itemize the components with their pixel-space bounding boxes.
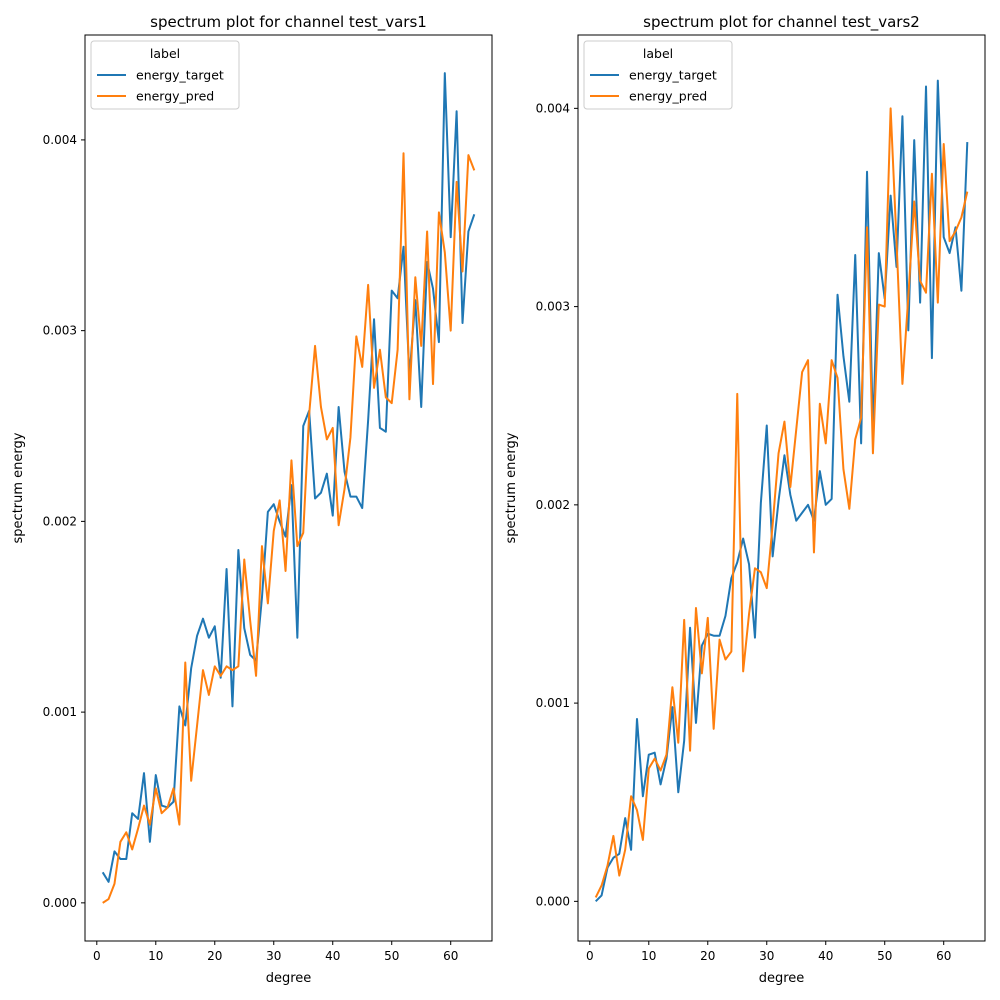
y-tick-label: 0.002 xyxy=(43,514,77,528)
x-tick-label: 0 xyxy=(586,949,594,963)
x-tick-label: 60 xyxy=(443,949,458,963)
x-tick-label: 30 xyxy=(759,949,774,963)
axes-frame xyxy=(84,34,493,942)
legend: label energy_target energy_pred xyxy=(583,40,733,110)
chart-title: spectrum plot for channel test_vars2 xyxy=(643,13,920,32)
x-tick-label: 50 xyxy=(384,949,399,963)
y-tick-label: 0.000 xyxy=(43,896,77,910)
y-axis-label: spectrum energy xyxy=(11,432,26,543)
y-axis-label: spectrum energy xyxy=(504,432,519,543)
x-tick-label: 30 xyxy=(266,949,281,963)
legend-label-energy-target: energy_target xyxy=(136,68,224,83)
x-tick-label: 0 xyxy=(93,949,101,963)
y-tick-label: 0.003 xyxy=(43,324,77,338)
series-line-energy-pred xyxy=(594,107,969,898)
x-axis-label: degree xyxy=(759,971,805,986)
x-tick-label: 40 xyxy=(818,949,833,963)
legend-frame xyxy=(583,40,733,110)
chart-title: spectrum plot for channel test_vars1 xyxy=(150,13,427,32)
series-line-energy-pred xyxy=(102,152,476,904)
y-tick-label: 0.001 xyxy=(536,696,570,710)
x-tick-label: 40 xyxy=(325,949,340,963)
legend-frame xyxy=(90,40,240,110)
y-tick-label: 0.001 xyxy=(43,705,77,719)
x-tick-label: 50 xyxy=(877,949,892,963)
y-tick-label: 0.000 xyxy=(536,894,570,908)
x-tick-label: 10 xyxy=(148,949,163,963)
legend-label-energy-target: energy_target xyxy=(629,68,717,83)
x-tick-label: 10 xyxy=(641,949,656,963)
series-line-energy-target xyxy=(594,79,969,903)
axes-frame xyxy=(577,34,986,942)
x-tick-label: 60 xyxy=(936,949,951,963)
legend: label energy_target energy_pred xyxy=(90,40,240,110)
legend-label-energy-pred: energy_pred xyxy=(629,89,707,104)
legend-title: label xyxy=(643,46,673,61)
chart-test-vars1: 0 10 20 30 40 50 60 0.000 0.001 0.002 0.003 0.004 s… xyxy=(11,13,493,986)
plot-area: 0 10 20 30 40 50 60 0.000 0.001 0.002 0.003 0.004 xyxy=(43,34,493,963)
y-tick-label: 0.003 xyxy=(536,300,570,314)
x-axis-label: degree xyxy=(266,971,312,986)
x-tick-label: 20 xyxy=(207,949,222,963)
legend-label-energy-pred: energy_pred xyxy=(136,89,214,104)
y-tick-label: 0.002 xyxy=(536,498,570,512)
plot-area: 0 10 20 30 40 50 60 0.000 0.001 0.002 0.003 0.004 xyxy=(536,34,986,963)
x-tick-label: 20 xyxy=(700,949,715,963)
y-tick-label: 0.004 xyxy=(43,133,77,147)
y-tick-label: 0.004 xyxy=(536,101,570,115)
chart-test-vars2: 0 10 20 30 40 50 60 0.000 0.001 0.002 0.003 0.004 s… xyxy=(504,13,986,986)
legend-title: label xyxy=(150,46,180,61)
